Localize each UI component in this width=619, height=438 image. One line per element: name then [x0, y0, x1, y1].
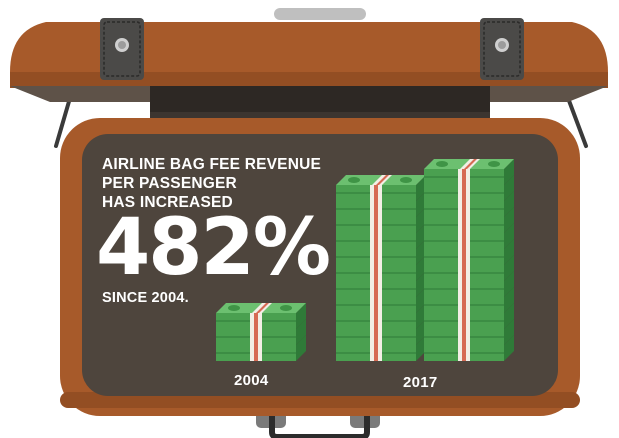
- money-bundle: [336, 319, 426, 345]
- money-bundle: [424, 287, 514, 313]
- lid-straps: [100, 18, 524, 80]
- money-bundle: [424, 239, 514, 265]
- since-text: SINCE 2004.: [102, 290, 189, 306]
- headline: AIRLINE BAG FEE REVENUE PER PASSENGER HA…: [102, 155, 342, 212]
- money-bundle: [424, 207, 514, 233]
- money-bundle: [424, 303, 514, 329]
- headline-line: HAS INCREASED: [102, 194, 233, 211]
- money-bundle: [336, 287, 426, 313]
- money-bundle: [336, 175, 426, 201]
- money-bundle: [336, 223, 426, 249]
- money-bundle: [336, 271, 426, 297]
- money-bundle: [336, 191, 426, 217]
- money-bundle: [424, 319, 514, 345]
- money-stack-2017-left: [336, 175, 426, 361]
- money-bundle: [336, 239, 426, 265]
- headline-line: PER PASSENGER: [102, 175, 237, 192]
- year-label-2017: 2017: [403, 374, 438, 391]
- money-bundle: [336, 207, 426, 233]
- money-bundle: [336, 255, 426, 281]
- money-bundle: [424, 175, 514, 201]
- suitcase-lid: [10, 8, 608, 118]
- money-bundle: [216, 335, 306, 361]
- money-bundle: [424, 335, 514, 361]
- money-bundle: [424, 255, 514, 281]
- money-bundle: [424, 159, 514, 185]
- money-stack-2004: [216, 303, 306, 361]
- money-bundle: [336, 303, 426, 329]
- money-bundle: [216, 303, 306, 329]
- money-bundle: [424, 223, 514, 249]
- money-bundle: [424, 271, 514, 297]
- increase-percent: 482%: [96, 203, 331, 293]
- money-bundle: [216, 319, 306, 345]
- year-label-2004: 2004: [234, 372, 269, 389]
- money-bundle: [336, 335, 426, 361]
- headline-line: AIRLINE BAG FEE REVENUE: [102, 156, 322, 173]
- money-bundle: [424, 191, 514, 217]
- money-stack-2017-right: [424, 159, 514, 361]
